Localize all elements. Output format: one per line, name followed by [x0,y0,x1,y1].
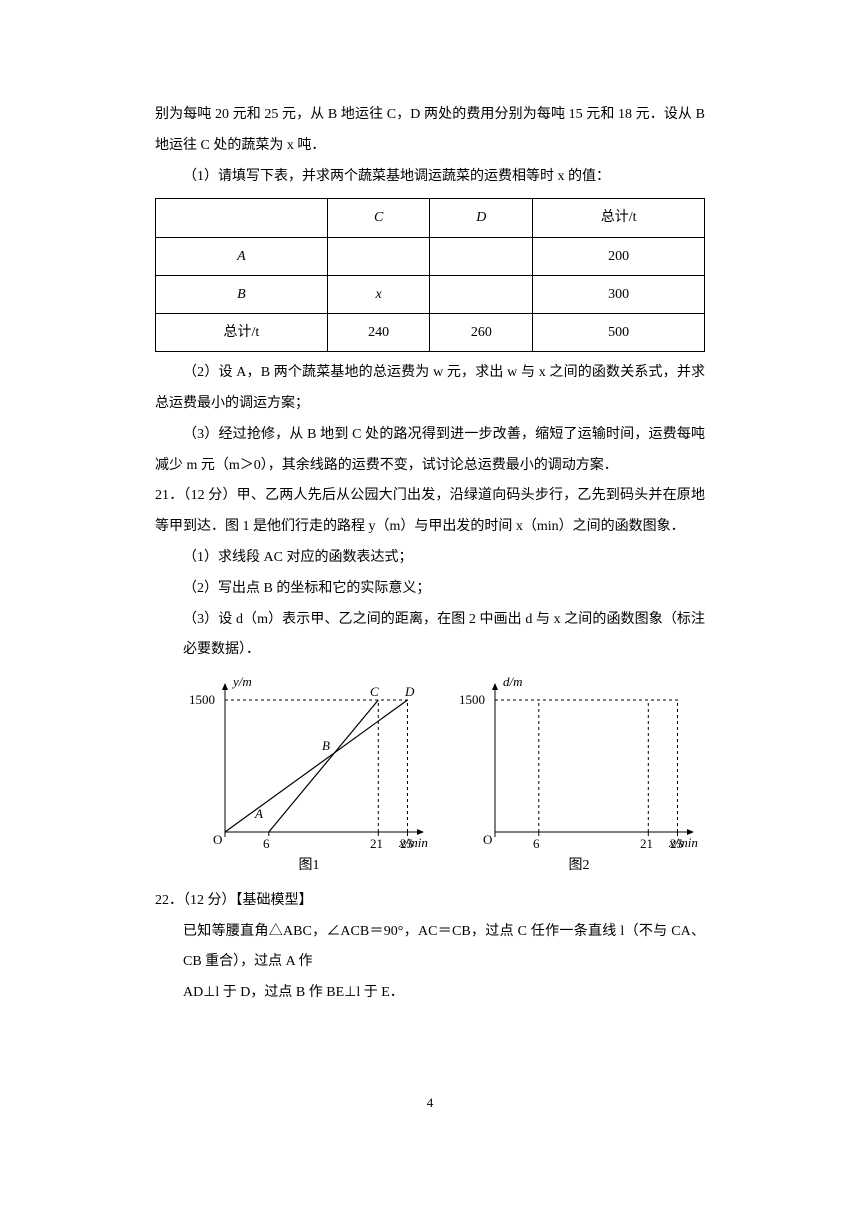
table-row: 总计/t 240 260 500 [156,313,705,351]
svg-text:D: D [404,684,415,699]
p22-line1: 已知等腰直角△ABC，∠ACB＝90°，AC＝CB，过点 C 任作一条直线 l（… [183,917,705,979]
p20-q3: （3）经过抢修，从 B 地到 C 处的路况得到进一步改善，缩短了运输时间，运费每… [155,420,705,482]
table-header-row: C D 总计/t [156,199,705,237]
th-total: 总计/t [533,199,705,237]
svg-text:A: A [254,806,263,821]
svg-text:21: 21 [370,836,383,851]
th-c: C [327,199,430,237]
p21-head: 21．（12 分）甲、乙两人先后从公园大门出发，沿绿道向码头步行，乙先到码头并在… [155,481,705,543]
figure-2: d/m x/min O 1500 6 21 25 图2 [453,672,705,876]
p20-q1: （1）请填写下表，并求两个蔬菜基地调运蔬菜的运费相等时 x 的值： [155,162,705,193]
p21-q3: （3）设 d（m）表示甲、乙之间的距离，在图 2 中画出 d 与 x 之间的函数… [183,605,705,667]
p21-q2: （2）写出点 B 的坐标和它的实际意义； [183,574,705,605]
svg-text:B: B [322,738,330,753]
svg-text:y/m: y/m [231,674,252,689]
fig1-caption: 图1 [183,856,435,876]
page-content: 别为每吨 20 元和 25 元，从 B 地运往 C，D 两处的费用分别为每吨 1… [155,100,705,1009]
page-number: 4 [155,1089,705,1118]
fig2-caption: 图2 [453,856,705,876]
p22-head: 22．（12 分）【基础模型】 [155,886,705,917]
table-row: A 200 [156,237,705,275]
figures-row: y/m x/min O 1500 6 21 25 [155,672,705,876]
transport-table: C D 总计/t A 200 B x 300 总计/t 240 260 500 [155,198,705,352]
svg-text:1500: 1500 [189,692,215,707]
svg-text:O: O [213,832,222,847]
p21-q1: （1）求线段 AC 对应的函数表达式； [183,543,705,574]
th-d: D [430,199,533,237]
svg-text:25: 25 [670,836,683,851]
svg-text:O: O [483,832,492,847]
p20-lead: 别为每吨 20 元和 25 元，从 B 地运往 C，D 两处的费用分别为每吨 1… [155,100,705,162]
svg-text:25: 25 [400,836,413,851]
svg-text:C: C [370,684,379,699]
figure2-svg: d/m x/min O 1500 6 21 25 [453,672,705,854]
svg-text:6: 6 [533,836,540,851]
svg-text:6: 6 [263,836,270,851]
svg-text:1500: 1500 [459,692,485,707]
th-blank [156,199,328,237]
svg-text:21: 21 [640,836,653,851]
figure-1: y/m x/min O 1500 6 21 25 [183,672,435,876]
table-row: B x 300 [156,275,705,313]
p20-q2: （2）设 A，B 两个蔬菜基地的总运费为 w 元，求出 w 与 x 之间的函数关… [155,358,705,420]
p22-line2: AD⊥l 于 D，过点 B 作 BE⊥l 于 E． [183,978,705,1009]
svg-text:d/m: d/m [503,674,523,689]
figure1-svg: y/m x/min O 1500 6 21 25 [183,672,435,854]
